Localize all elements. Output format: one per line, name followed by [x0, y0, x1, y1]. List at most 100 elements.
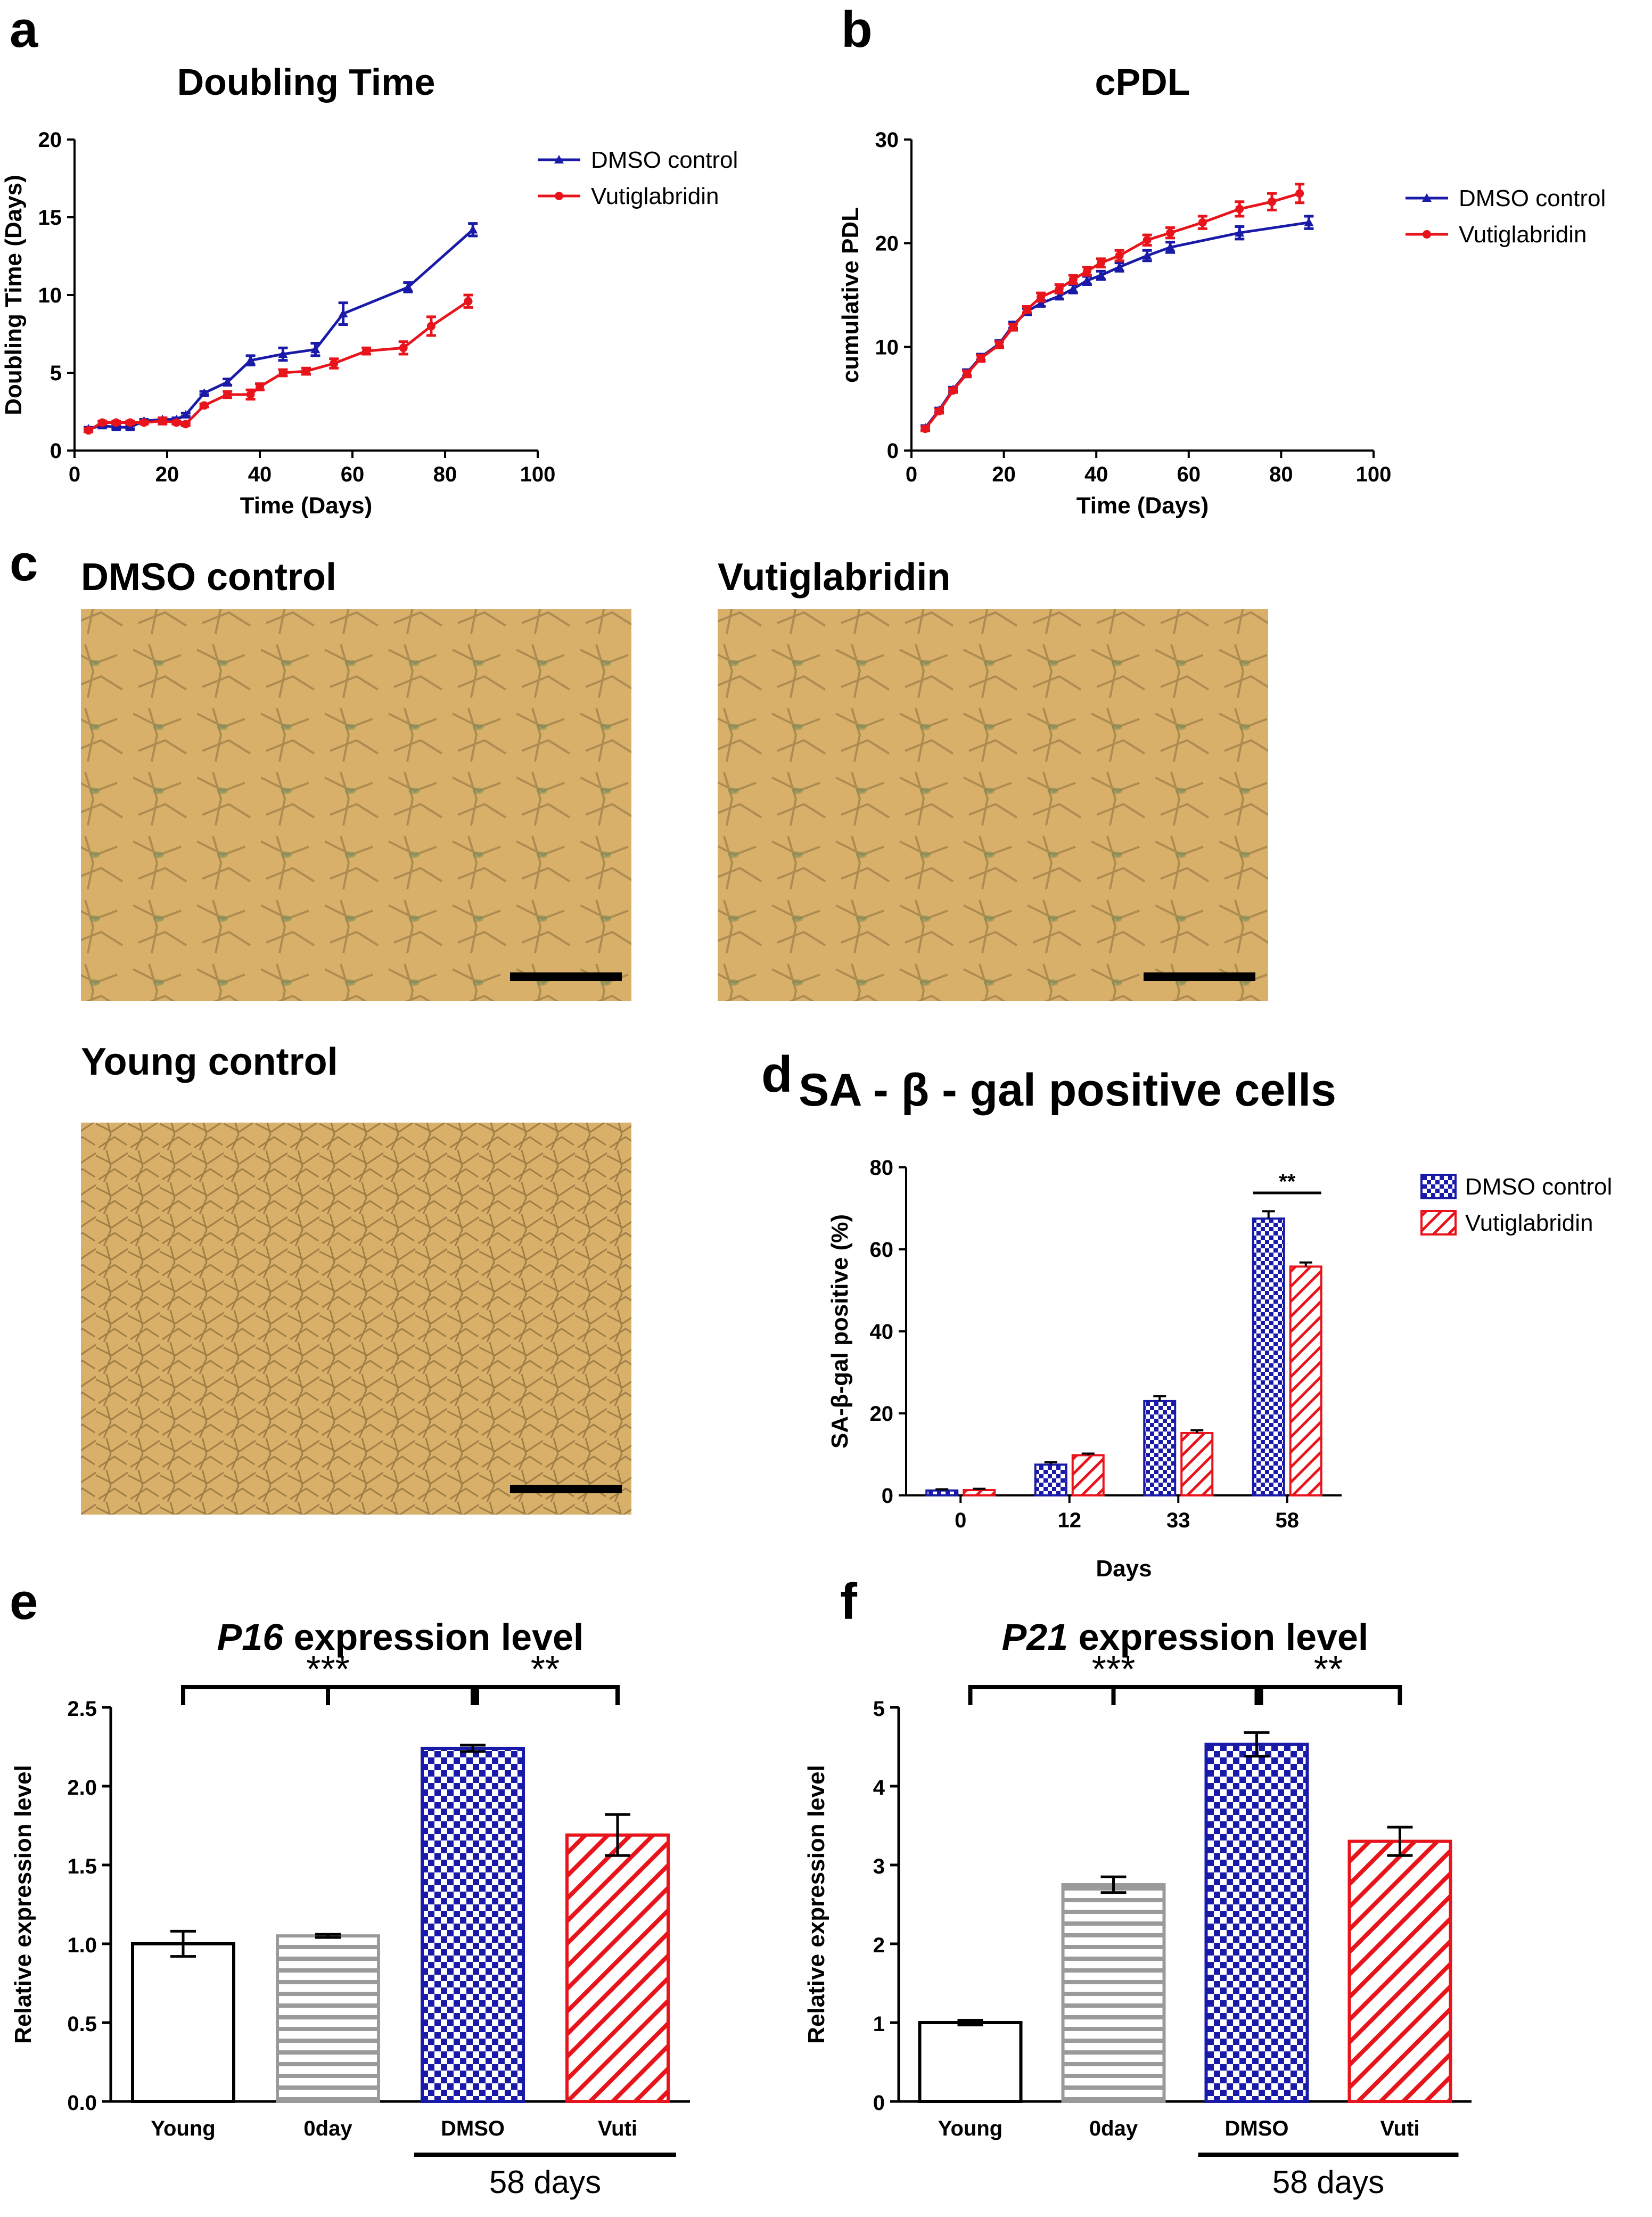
data-point [126, 418, 135, 427]
bar [1204, 1742, 1309, 2104]
data-point [200, 401, 209, 410]
data-point [310, 345, 320, 354]
y-tick-label: 20 [870, 1402, 894, 1426]
y-tick-label: 10 [38, 284, 62, 307]
chart-title: P21 expression level [1002, 1616, 1369, 1658]
series-line [924, 192, 1300, 430]
x-tick-label: Vuti [598, 2117, 637, 2140]
bar [1061, 1883, 1166, 2103]
data-point [180, 410, 191, 419]
data-point [1023, 305, 1031, 314]
data-point [1055, 284, 1064, 293]
data-point [1082, 275, 1092, 284]
micrograph-title-vuti: Vutiglabridin [718, 556, 950, 599]
group-label: 58 days [489, 2164, 601, 2200]
panel-letter-e: e [10, 1573, 38, 1630]
series-line [88, 228, 474, 430]
x-tick-label: 80 [433, 463, 457, 486]
data-point [172, 418, 181, 427]
y-axis-label: SA-β-gal positive (%) [827, 1214, 853, 1449]
bar [925, 1489, 959, 1497]
data-point [362, 347, 371, 356]
x-axis-label: Time (Days) [1076, 493, 1209, 519]
data-point [98, 418, 107, 427]
x-tick-label: DMSO [441, 2117, 505, 2140]
panel-letter-a: a [10, 1, 38, 58]
x-tick-label: 33 [1166, 1509, 1190, 1532]
chart-p21-expression: P21 expression level 0 1 2 3 4 5 Relative expre… [803, 1616, 1472, 2200]
panel-letter-d: d [761, 1046, 793, 1103]
data-point [1114, 262, 1124, 271]
x-tick-label: 58 [1276, 1509, 1300, 1532]
series-line [87, 300, 469, 432]
data-point [1295, 189, 1304, 198]
y-tick-label: 0 [882, 1484, 893, 1508]
data-point [158, 416, 167, 426]
micrograph-dmso-image [81, 609, 631, 1001]
bar [918, 2021, 1023, 2103]
scale-bar-young [510, 1485, 622, 1493]
legend-label: DMSO control [1459, 185, 1606, 211]
x-tick-label: 60 [341, 463, 365, 486]
y-tick-label: 5 [873, 1697, 885, 1721]
y-tick-label: 1 [873, 2013, 885, 2036]
data-point [403, 282, 413, 291]
data-point [1115, 251, 1124, 260]
bar [565, 1833, 670, 2103]
data-point [330, 359, 339, 368]
scale-bar-vuti [1144, 972, 1255, 981]
legend-marker [1423, 230, 1431, 239]
data-point [1198, 218, 1207, 227]
significance-label: *** [306, 1648, 350, 1690]
chart-title: cPDL [1095, 61, 1190, 103]
bar [1143, 1400, 1177, 1496]
x-tick-label: 40 [248, 463, 272, 486]
data-point [464, 297, 473, 306]
x-tick-label: Young [938, 2117, 1002, 2140]
y-axis-label: Relative expression level [10, 1765, 36, 2043]
x-tick-label: DMSO [1225, 2117, 1289, 2140]
legend-label: Vutiglabridin [1465, 1210, 1593, 1236]
x-tick-label: 0day [303, 2117, 352, 2140]
title-rest: expression level [283, 1616, 583, 1658]
bar [1347, 1839, 1452, 2104]
y-tick-label: 80 [870, 1156, 894, 1180]
significance-label: ** [1314, 1648, 1343, 1690]
bar [421, 1746, 525, 2103]
data-point [302, 367, 310, 376]
data-point [1037, 292, 1046, 301]
data-point [426, 322, 435, 331]
data-point [399, 343, 408, 353]
title-gene: P21 [1002, 1616, 1069, 1658]
data-point [246, 390, 255, 399]
group-label: 58 days [1272, 2164, 1384, 2200]
y-tick-label: 20 [38, 128, 62, 152]
data-point [935, 407, 944, 416]
bar [276, 1934, 380, 2103]
micrograph-young-image [81, 1123, 631, 1515]
y-tick-label: 0.0 [67, 2091, 97, 2115]
chart-doubling-time: Doubling Time 0 20 40 60 80 100 0 5 10 15 20 Time (D… [1, 61, 738, 519]
data-point [1235, 228, 1245, 237]
data-point [223, 390, 232, 399]
legend-marker [554, 155, 564, 163]
x-tick-label: 60 [1177, 463, 1201, 486]
panel-letter-b: b [841, 1, 873, 58]
title-gene: P16 [217, 1616, 284, 1658]
y-tick-label: 2.0 [67, 1776, 97, 1799]
bar [1034, 1463, 1067, 1496]
y-tick-label: 60 [870, 1238, 894, 1262]
legend-swatch [1420, 1210, 1457, 1236]
data-point [1268, 197, 1277, 206]
micrograph-vuti-image [718, 609, 1268, 1001]
y-tick-label: 0.5 [67, 2013, 97, 2036]
data-point [1143, 235, 1152, 244]
data-point [181, 420, 190, 429]
data-point [963, 369, 972, 378]
legend-swatch [1420, 1174, 1457, 1199]
significance-label: ** [1279, 1170, 1296, 1193]
chart-title: P16 expression level [217, 1616, 584, 1658]
x-axis-label: Days [1096, 1556, 1152, 1582]
x-tick-label: 100 [520, 463, 556, 486]
y-tick-label: 10 [875, 336, 899, 359]
